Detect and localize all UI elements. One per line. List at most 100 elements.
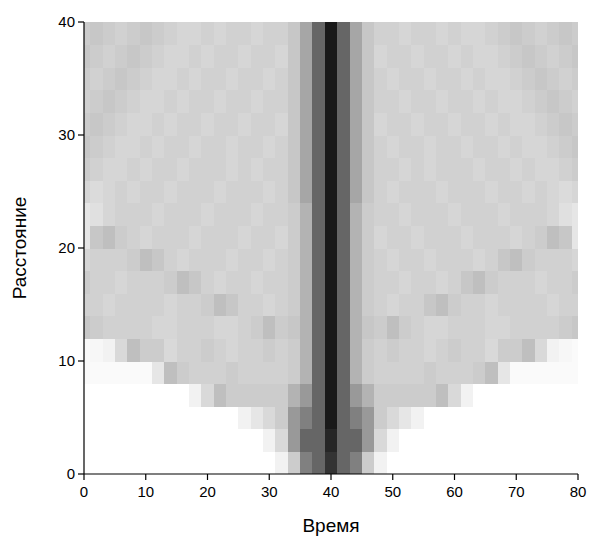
heatmap-cell	[300, 203, 313, 226]
heatmap-cell	[201, 248, 214, 271]
heatmap-cell	[535, 112, 548, 135]
heatmap-cell	[214, 203, 227, 226]
heatmap-cell	[411, 451, 424, 474]
heatmap-cell	[387, 361, 400, 384]
heatmap-cell	[411, 112, 424, 135]
heatmap-cell	[263, 180, 276, 203]
heatmap-cell	[226, 384, 239, 407]
heatmap-cell	[559, 406, 572, 429]
heatmap-cell	[510, 361, 523, 384]
heatmap-cell	[312, 406, 325, 429]
heatmap-cell	[448, 361, 461, 384]
heatmap-cell	[362, 361, 375, 384]
heatmap-cell	[140, 451, 153, 474]
heatmap-cell	[312, 338, 325, 361]
heatmap-cell	[84, 90, 91, 113]
heatmap-cell	[90, 293, 103, 316]
heatmap-cell	[251, 338, 264, 361]
heatmap-cell	[263, 384, 276, 407]
heatmap-cell	[152, 45, 165, 68]
heatmap-cell	[189, 338, 202, 361]
heatmap-cell	[436, 180, 449, 203]
heatmap-cell	[127, 271, 140, 294]
heatmap-cell	[152, 158, 165, 181]
heatmap-cell	[140, 248, 153, 271]
heatmap-cell	[522, 22, 535, 45]
heatmap-cell	[164, 112, 177, 135]
heatmap-cell	[559, 45, 572, 68]
x-tick	[454, 474, 455, 480]
heatmap-cell	[473, 45, 486, 68]
heatmap-cell	[251, 225, 264, 248]
heatmap-cell	[510, 248, 523, 271]
heatmap-cell	[84, 293, 91, 316]
heatmap-cell	[337, 293, 350, 316]
heatmap-cell	[127, 316, 140, 339]
heatmap-cell	[473, 67, 486, 90]
heatmap-cell	[498, 271, 511, 294]
heatmap-cell	[337, 316, 350, 339]
heatmap-cell	[498, 225, 511, 248]
heatmap-cell	[485, 248, 498, 271]
heatmap-cell	[350, 135, 363, 158]
heatmap-cell	[436, 112, 449, 135]
heatmap-cell	[226, 180, 239, 203]
heatmap-cell	[559, 135, 572, 158]
heatmap-cell	[572, 135, 578, 158]
heatmap-cell	[559, 180, 572, 203]
heatmap-cell	[177, 112, 190, 135]
heatmap-cell	[572, 90, 578, 113]
heatmap-cell	[140, 429, 153, 452]
heatmap-cell	[238, 451, 251, 474]
heatmap-cell	[312, 203, 325, 226]
heatmap-cell	[374, 384, 387, 407]
heatmap-cell	[572, 293, 578, 316]
heatmap-cell	[485, 429, 498, 452]
heatmap-cell	[90, 406, 103, 429]
x-tick-label: 10	[137, 483, 154, 500]
heatmap-cell	[177, 338, 190, 361]
heatmap-cell	[275, 271, 288, 294]
heatmap-cell	[189, 158, 202, 181]
heatmap-cell	[90, 451, 103, 474]
heatmap-cell	[510, 451, 523, 474]
heatmap-cell	[115, 67, 128, 90]
heatmap-cell	[201, 293, 214, 316]
heatmap-cell	[84, 112, 91, 135]
heatmap-cell	[436, 338, 449, 361]
heatmap-cell	[214, 271, 227, 294]
heatmap-cell	[300, 406, 313, 429]
heatmap-cell	[189, 316, 202, 339]
heatmap-cell	[115, 338, 128, 361]
heatmap-cell	[572, 180, 578, 203]
heatmap-cell	[288, 225, 301, 248]
heatmap-cell	[164, 406, 177, 429]
heatmap-cell	[350, 316, 363, 339]
heatmap-cell	[424, 180, 437, 203]
heatmap-cell	[288, 45, 301, 68]
chart: 01020304050607080010203040ВремяРасстояни…	[0, 0, 598, 547]
heatmap-cell	[251, 361, 264, 384]
heatmap-cell	[201, 406, 214, 429]
heatmap-cell	[448, 45, 461, 68]
heatmap-cell	[448, 90, 461, 113]
heatmap-cell	[263, 112, 276, 135]
heatmap-cell	[436, 67, 449, 90]
heatmap-cell	[424, 338, 437, 361]
heatmap-cell	[498, 158, 511, 181]
heatmap-cell	[103, 135, 116, 158]
heatmap-cell	[559, 248, 572, 271]
heatmap-cell	[535, 384, 548, 407]
heatmap-cell	[411, 338, 424, 361]
heatmap-cell	[485, 338, 498, 361]
heatmap-cell	[461, 338, 474, 361]
heatmap-cell	[263, 90, 276, 113]
heatmap-cell	[436, 316, 449, 339]
heatmap-cell	[90, 135, 103, 158]
heatmap-cell	[498, 203, 511, 226]
heatmap-cell	[362, 45, 375, 68]
heatmap-cell	[164, 361, 177, 384]
heatmap-cells	[84, 22, 578, 474]
heatmap-cell	[436, 406, 449, 429]
heatmap-cell	[312, 429, 325, 452]
